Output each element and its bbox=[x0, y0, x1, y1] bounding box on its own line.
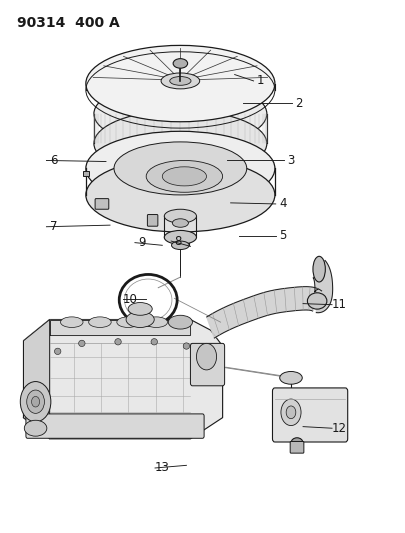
Bar bbox=[83, 171, 89, 176]
Ellipse shape bbox=[168, 316, 192, 329]
Text: 2: 2 bbox=[295, 96, 303, 110]
FancyBboxPatch shape bbox=[95, 199, 109, 209]
Ellipse shape bbox=[86, 45, 275, 122]
Text: 6: 6 bbox=[50, 154, 58, 167]
FancyBboxPatch shape bbox=[190, 343, 225, 386]
Text: 90314  400 A: 90314 400 A bbox=[17, 16, 120, 30]
Text: 5: 5 bbox=[279, 229, 287, 242]
Ellipse shape bbox=[164, 209, 196, 223]
Ellipse shape bbox=[20, 382, 51, 422]
Ellipse shape bbox=[32, 397, 40, 407]
FancyBboxPatch shape bbox=[273, 388, 348, 442]
Ellipse shape bbox=[79, 340, 85, 346]
Ellipse shape bbox=[151, 338, 158, 345]
Text: 13: 13 bbox=[155, 462, 170, 474]
Text: 12: 12 bbox=[332, 422, 347, 435]
Text: 4: 4 bbox=[279, 197, 287, 211]
Text: 1: 1 bbox=[257, 75, 264, 87]
Ellipse shape bbox=[286, 406, 296, 419]
Ellipse shape bbox=[60, 317, 83, 327]
Text: 11: 11 bbox=[332, 298, 347, 311]
Ellipse shape bbox=[146, 160, 223, 192]
Text: 9: 9 bbox=[139, 236, 146, 249]
Ellipse shape bbox=[281, 399, 301, 425]
Ellipse shape bbox=[27, 390, 45, 414]
Ellipse shape bbox=[291, 438, 303, 448]
Ellipse shape bbox=[170, 77, 191, 85]
Ellipse shape bbox=[162, 167, 207, 186]
Ellipse shape bbox=[117, 317, 139, 327]
Polygon shape bbox=[207, 287, 322, 338]
Ellipse shape bbox=[183, 343, 190, 349]
Text: 3: 3 bbox=[287, 154, 295, 167]
Text: 10: 10 bbox=[123, 293, 138, 306]
Ellipse shape bbox=[94, 80, 267, 147]
FancyBboxPatch shape bbox=[26, 414, 204, 438]
Polygon shape bbox=[50, 319, 190, 335]
Ellipse shape bbox=[24, 420, 47, 436]
Polygon shape bbox=[23, 319, 223, 439]
Polygon shape bbox=[313, 261, 333, 313]
Ellipse shape bbox=[161, 73, 200, 89]
Ellipse shape bbox=[94, 110, 267, 177]
Ellipse shape bbox=[55, 348, 61, 354]
Ellipse shape bbox=[128, 303, 152, 316]
Ellipse shape bbox=[115, 338, 121, 345]
Ellipse shape bbox=[307, 293, 327, 309]
FancyBboxPatch shape bbox=[290, 441, 304, 453]
Ellipse shape bbox=[86, 158, 275, 232]
Ellipse shape bbox=[196, 343, 217, 370]
FancyBboxPatch shape bbox=[147, 215, 158, 226]
Ellipse shape bbox=[173, 59, 188, 68]
Ellipse shape bbox=[164, 230, 196, 244]
Ellipse shape bbox=[145, 317, 168, 327]
Ellipse shape bbox=[172, 241, 189, 249]
Ellipse shape bbox=[89, 317, 111, 327]
Ellipse shape bbox=[173, 219, 188, 227]
Text: 8: 8 bbox=[175, 235, 182, 247]
Ellipse shape bbox=[280, 372, 302, 384]
Polygon shape bbox=[23, 319, 50, 439]
Ellipse shape bbox=[313, 256, 325, 282]
Ellipse shape bbox=[126, 312, 154, 327]
Ellipse shape bbox=[114, 142, 247, 195]
Ellipse shape bbox=[86, 131, 275, 206]
Text: 7: 7 bbox=[50, 220, 58, 233]
